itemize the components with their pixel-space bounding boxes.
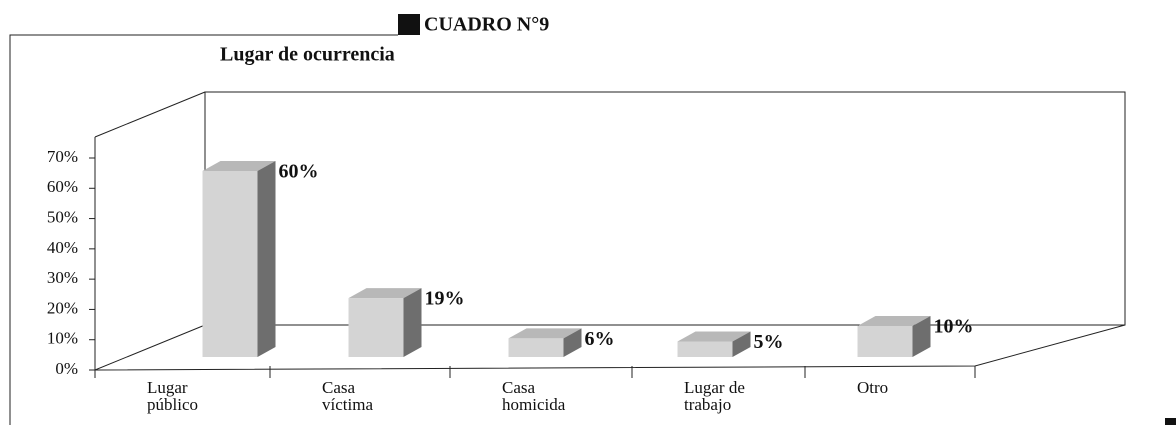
value-label: 10% xyxy=(934,316,974,338)
bar-side xyxy=(257,161,276,357)
y-tick-label: 10% xyxy=(47,329,78,348)
value-label: 6% xyxy=(585,328,615,350)
bar-top xyxy=(202,161,276,171)
y-tick-label: 70% xyxy=(47,147,78,166)
bar xyxy=(202,171,258,357)
wall-edge xyxy=(94,91,206,138)
y-tick-label: 50% xyxy=(47,207,78,226)
bar-top xyxy=(508,328,582,339)
corner-square xyxy=(1165,418,1176,425)
y-tick-label: 40% xyxy=(47,238,78,257)
bar-top xyxy=(677,331,751,342)
x-tick-label-line: Casa xyxy=(502,378,536,397)
value-label: 5% xyxy=(754,331,784,353)
bar-side xyxy=(732,331,751,357)
x-tick-label-line: trabajo xyxy=(684,395,731,414)
x-tick-label: Otro xyxy=(857,378,888,397)
x-tick-label-line: víctima xyxy=(322,395,373,414)
header-square xyxy=(398,14,420,35)
value-label: 19% xyxy=(425,288,465,310)
x-tick-label-line: Casa xyxy=(322,378,356,397)
x-tick-label: Lugar público xyxy=(147,378,198,414)
bar xyxy=(348,298,404,357)
bar-side xyxy=(912,316,931,357)
y-tick-label: 60% xyxy=(47,177,78,196)
bar-side xyxy=(563,328,582,357)
bar-side xyxy=(403,288,422,357)
bar-top xyxy=(348,288,422,299)
y-tick-label: 0% xyxy=(55,359,78,378)
bar-top xyxy=(857,316,931,326)
x-tick-label-line: homicida xyxy=(502,395,566,414)
x-tick-label: Lugar de trabajo xyxy=(684,378,745,414)
bar xyxy=(508,338,564,357)
header: CUADRO N°9 xyxy=(424,14,549,36)
side-wall xyxy=(94,137,206,371)
x-tick-label: Casa víctima xyxy=(322,378,373,414)
y-tick-label: 20% xyxy=(47,298,78,317)
x-tick-label-line: público xyxy=(147,395,198,414)
chart-title: Lugar de ocurrencia xyxy=(220,44,395,66)
bar xyxy=(677,341,733,357)
x-tick-label-line: Lugar de xyxy=(684,378,745,397)
x-tick-label-line: Otro xyxy=(857,378,888,397)
frame xyxy=(9,34,398,425)
value-label: 60% xyxy=(279,161,319,183)
bar xyxy=(857,326,913,357)
x-tick-label: Casa homicida xyxy=(502,378,566,414)
y-tick-label: 30% xyxy=(47,268,78,287)
back-wall xyxy=(204,91,1126,326)
x-tick-label-line: Lugar xyxy=(147,378,188,397)
